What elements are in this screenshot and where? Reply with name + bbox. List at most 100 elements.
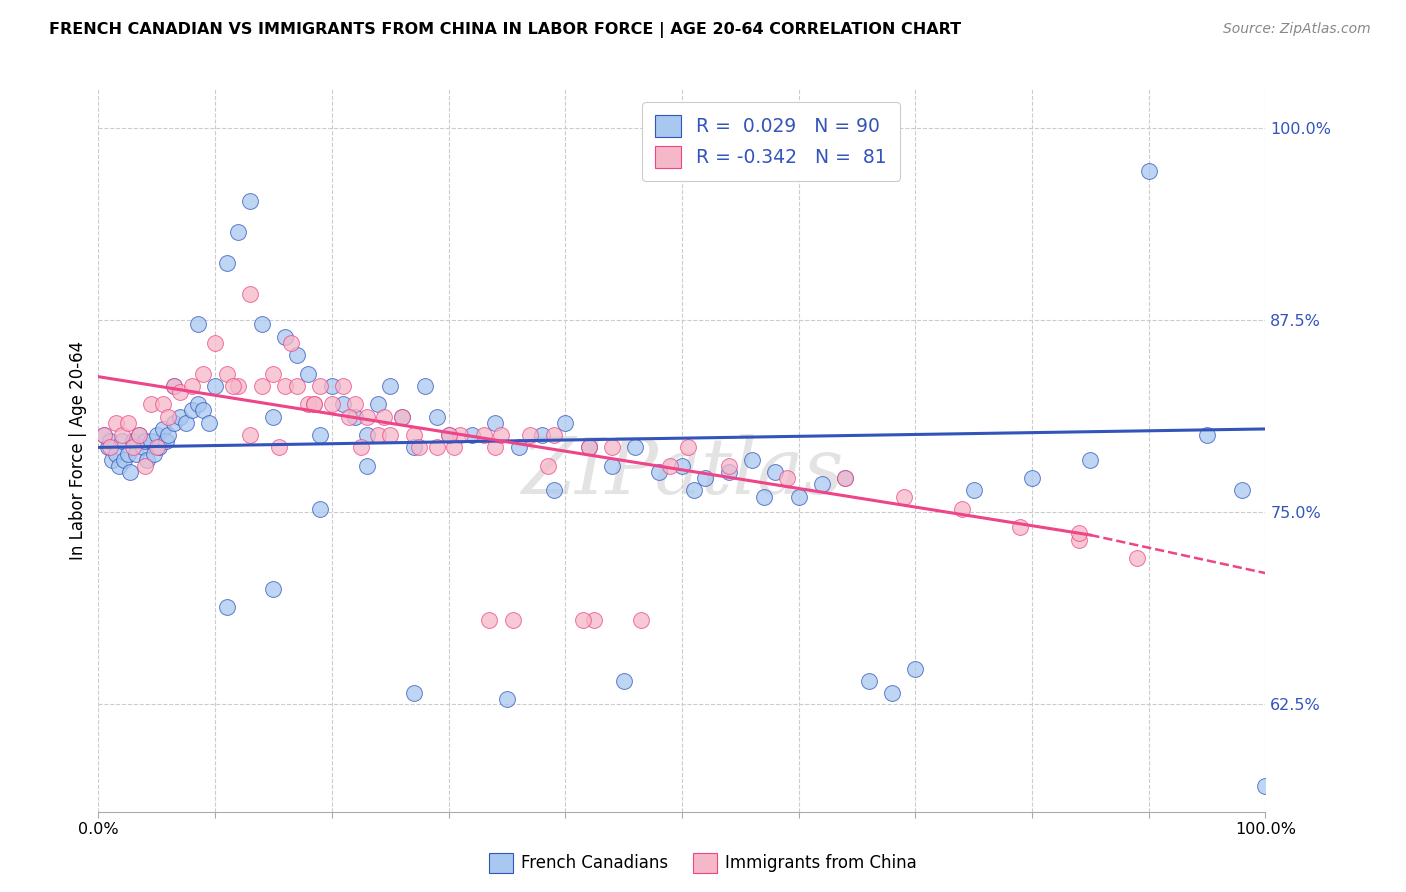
Point: [297, 397, 319, 411]
Point: [402, 441, 425, 455]
Point: [262, 409, 284, 424]
Point: [356, 428, 378, 442]
Point: [309, 379, 332, 393]
Point: [519, 428, 541, 442]
Point: [472, 428, 495, 442]
Point: [215, 367, 238, 381]
Point: [152, 397, 174, 411]
Point: [1080, 452, 1102, 467]
Point: [274, 379, 297, 393]
Point: [239, 286, 262, 301]
Point: [93, 428, 115, 442]
Point: [380, 428, 402, 442]
Point: [682, 483, 704, 498]
Point: [193, 403, 215, 417]
Point: [426, 409, 449, 424]
Point: [148, 441, 170, 455]
Point: [413, 379, 436, 393]
Point: [117, 446, 139, 460]
Point: [571, 613, 593, 627]
Point: [380, 379, 402, 393]
Point: [204, 335, 226, 350]
Point: [250, 318, 273, 332]
Point: [262, 582, 284, 596]
Point: [228, 379, 250, 393]
Point: [204, 379, 226, 393]
Point: [269, 441, 291, 455]
Point: [880, 686, 903, 700]
Point: [408, 441, 430, 455]
Point: [146, 428, 169, 442]
Point: [676, 441, 699, 455]
Point: [1021, 471, 1043, 485]
Point: [776, 471, 799, 485]
Point: [321, 397, 343, 411]
Point: [146, 441, 169, 455]
Point: [332, 379, 354, 393]
Point: [502, 613, 524, 627]
Point: [198, 416, 221, 430]
Point: [118, 465, 141, 479]
Point: [163, 379, 186, 393]
Point: [904, 662, 927, 676]
Point: [304, 397, 326, 411]
Point: [228, 225, 250, 239]
Point: [163, 379, 186, 393]
Point: [97, 441, 120, 455]
Point: [647, 465, 669, 479]
Point: [356, 458, 378, 473]
Point: [122, 434, 145, 449]
Point: [554, 416, 576, 430]
Point: [117, 416, 139, 430]
Point: [112, 452, 135, 467]
Point: [221, 379, 243, 393]
Point: [530, 428, 553, 442]
Point: [136, 452, 159, 467]
Legend: R =  0.029   N = 90, R = -0.342   N =  81: R = 0.029 N = 90, R = -0.342 N = 81: [643, 103, 900, 181]
Point: [402, 428, 425, 442]
Point: [128, 428, 150, 442]
Point: [402, 686, 425, 700]
Point: [811, 477, 834, 491]
Point: [155, 434, 177, 449]
Point: [169, 385, 191, 400]
Point: [304, 397, 326, 411]
Point: [180, 379, 202, 393]
Point: [763, 465, 786, 479]
Point: [174, 416, 197, 430]
Point: [893, 490, 915, 504]
Point: [111, 434, 134, 449]
Point: [98, 441, 121, 455]
Point: [950, 501, 973, 516]
Point: [695, 471, 717, 485]
Point: [1126, 551, 1149, 566]
Point: [122, 441, 145, 455]
Point: [484, 416, 506, 430]
Point: [537, 458, 560, 473]
Point: [717, 465, 740, 479]
Point: [132, 441, 155, 455]
Point: [187, 397, 209, 411]
Point: [104, 446, 127, 460]
Point: [600, 441, 623, 455]
Point: [321, 379, 343, 393]
Point: [101, 452, 124, 467]
Point: [461, 428, 484, 442]
Point: [1137, 163, 1160, 178]
Point: [543, 483, 565, 498]
Point: [309, 428, 332, 442]
Point: [309, 501, 332, 516]
Point: [496, 692, 519, 706]
Point: [437, 428, 460, 442]
Point: [1254, 779, 1277, 793]
Point: [125, 446, 148, 460]
Point: [752, 490, 775, 504]
Point: [180, 403, 202, 417]
Point: [367, 397, 389, 411]
Point: [128, 428, 150, 442]
Point: [437, 428, 460, 442]
Point: [93, 428, 115, 442]
Point: [163, 416, 186, 430]
Point: [543, 428, 565, 442]
Point: [489, 428, 512, 442]
